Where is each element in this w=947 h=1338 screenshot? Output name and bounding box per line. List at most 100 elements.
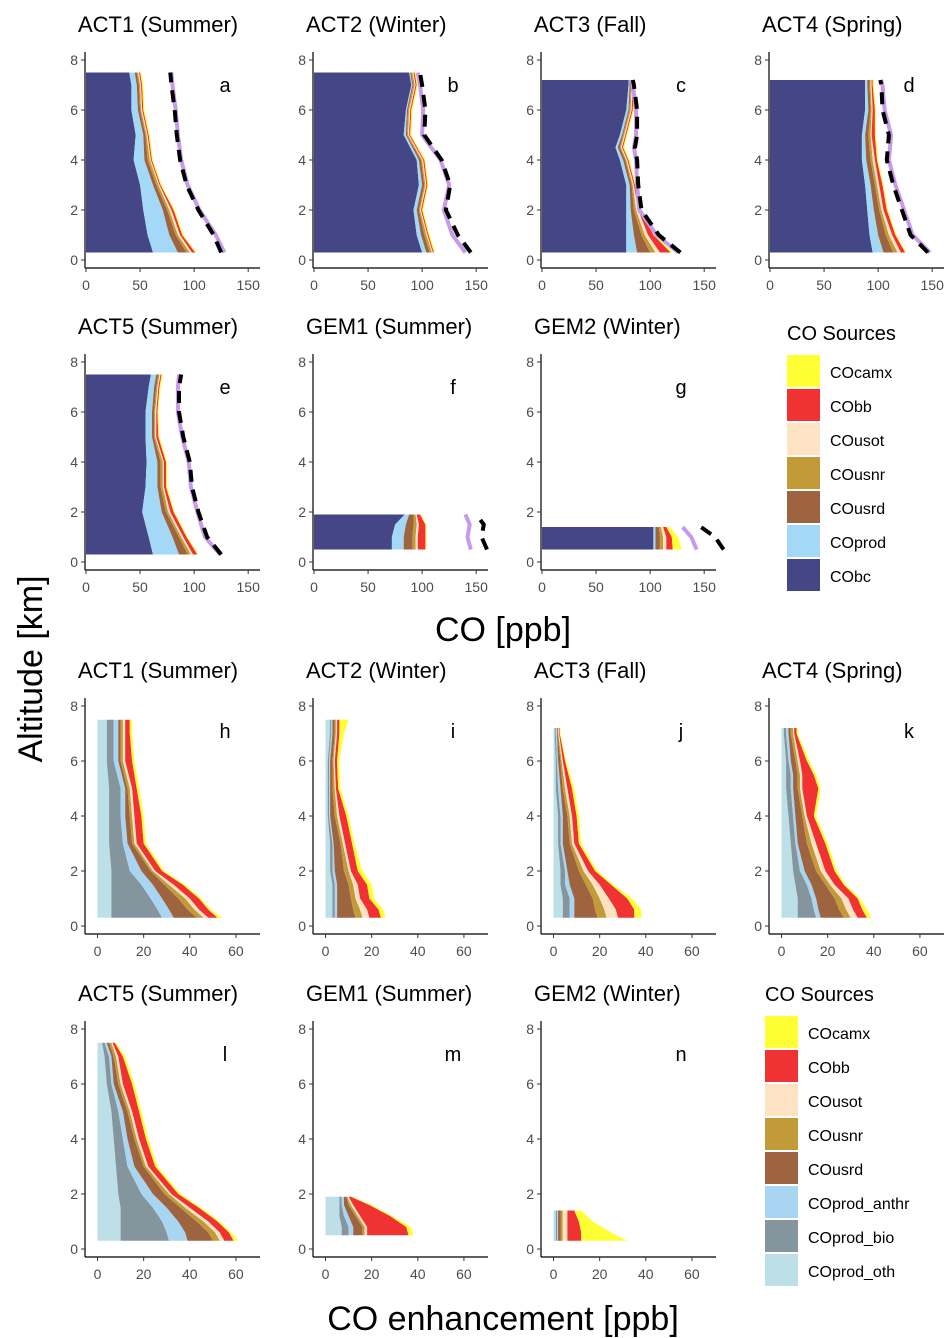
x-tick-label-b: 150 [465,277,489,293]
x-tick-label-i: 20 [364,943,380,959]
y-tick-label-f: 0 [298,554,306,570]
y-tick-label-k: 4 [754,808,762,824]
panel-h: 0 2 4 6 8 0 20 40 60 ACT1 (Summer) h [70,658,260,959]
model-line-g [681,525,699,551]
panel-i: 0 2 4 6 8 0 20 40 60 ACT2 (Winter) i [298,658,488,959]
legend-top: CO Sources COcamx CObb COusot COusnr COusrd C… [787,323,896,591]
x-tick-label-i: 40 [410,943,426,959]
y-tick-label-a: 6 [70,102,78,118]
panel-title-c: ACT3 (Fall) [534,12,646,37]
y-tick-label-g: 8 [526,354,534,370]
panel-c: 0 2 4 6 8 0 50 100 150 ACT3 (Fall) c [526,12,716,293]
legend-bottom-label-cousot: COusot [808,1094,863,1111]
area-m-coprod-oth [325,1196,342,1236]
panel-letter-g: g [675,377,686,399]
y-tick-label-f: 2 [298,504,306,520]
y-tick-label-m: 0 [298,1241,306,1257]
y-tick-label-b: 2 [298,202,306,218]
x-tick-label-b: 50 [360,277,376,293]
area-h-cousrd [118,719,197,918]
area-g-cobc [542,527,654,550]
area-e-cobb [156,374,198,555]
y-axis-title: Altitude [km] [12,575,50,762]
panel-letter-l: l [223,1044,227,1066]
area-i-cocamx [337,719,386,918]
x-tick-label-m: 0 [322,1266,330,1282]
y-tick-label-k: 8 [754,698,762,714]
x-axis-title-bottom: CO enhancement [ppb] [327,1300,679,1338]
x-tick-label-m: 40 [410,1266,426,1282]
observed-line-d [878,79,930,254]
observed-line-e [177,374,223,556]
y-tick-label-l: 2 [70,1186,78,1202]
y-tick-label-i: 4 [298,808,306,824]
observed-line-a [168,72,224,254]
panel-letter-k: k [904,721,915,743]
legend-bottom-swatch-cousot [765,1084,798,1116]
legend-bottom-swatch-cobb [765,1050,798,1082]
area-d-cousrd [865,80,894,253]
y-tick-label-c: 2 [526,202,534,218]
area-m-cousrd [344,1196,363,1236]
x-tick-label-l: 20 [136,1266,152,1282]
area-c-coprod [615,80,638,253]
x-tick-label-a: 50 [132,277,148,293]
panel-letter-h: h [219,721,230,743]
legend-top-label-cousnr: COusnr [830,467,886,484]
panel-title-n: GEM2 (Winter) [534,981,681,1006]
area-e-coprod [142,374,179,555]
panel-letter-f: f [450,377,456,399]
x-tick-label-g: 100 [638,579,662,595]
y-tick-label-n: 4 [526,1131,534,1147]
panel-a: 0 2 4 6 8 0 50 100 150 ACT1 (Summer) a [70,12,260,293]
area-l-coprod-bio [102,1042,169,1241]
y-tick-label-b: 6 [298,102,306,118]
legend-top-label-cobb: CObb [830,399,872,416]
area-i-cousot [333,719,370,918]
panel-title-b: ACT2 (Winter) [306,12,447,37]
legend-bottom-label-cousnr: COusnr [808,1128,864,1145]
y-tick-label-a: 2 [70,202,78,218]
area-j-cobb [559,728,635,918]
y-tick-label-i: 8 [298,698,306,714]
y-tick-label-h: 6 [70,753,78,769]
x-tick-label-f: 100 [410,579,434,595]
area-a-cobc [86,72,153,253]
legend-top-swatch-cobc [787,559,820,591]
panel-title-k: ACT4 (Spring) [762,658,903,683]
panel-m: 0 2 4 6 8 0 20 40 60 GEM1 (Summer) m [298,981,488,1282]
legend-top-title: CO Sources [787,323,896,345]
panels: 0 2 4 6 8 0 50 100 150 ACT1 (Summer) a 0 2 4 6 8 0 50 100 1… [70,12,944,1282]
area-l-cocamx [114,1042,239,1241]
x-tick-label-k: 0 [778,943,786,959]
legend-bottom-swatch-cousrd [765,1152,798,1184]
area-k-cousrd [788,728,844,918]
legend-top-label-cousot: COusot [830,433,885,450]
panel-title-a: ACT1 (Summer) [78,12,238,37]
panel-g: 0 2 4 6 8 0 50 100 150 GEM2 (Winter) g [526,314,726,595]
x-tick-label-j: 20 [592,943,608,959]
area-e-cocamx [157,374,199,555]
x-tick-label-j: 0 [550,943,558,959]
x-tick-label-k: 20 [820,943,836,959]
y-tick-label-c: 0 [526,252,534,268]
area-i-cobb [334,719,381,918]
x-tick-label-c: 150 [693,277,717,293]
y-tick-label-b: 8 [298,52,306,68]
x-tick-label-e: 150 [237,579,261,595]
area-d-cousnr [868,80,898,253]
area-n-cocamx [574,1210,628,1241]
x-tick-label-d: 0 [766,277,774,293]
legend-bottom-swatch-coprod-oth [765,1254,798,1286]
x-tick-label-a: 150 [237,277,261,293]
legend-top-swatch-coprod [787,525,820,557]
panel-title-i: ACT2 (Winter) [306,658,447,683]
legend-bottom-swatch-cousnr [765,1118,798,1150]
legend-bottom-swatch-coprod-anthr [765,1186,798,1218]
area-j-coprod-anthr [555,728,575,918]
panel-letter-c: c [676,75,686,97]
x-tick-label-k: 40 [866,943,882,959]
y-tick-label-i: 6 [298,753,306,769]
panel-b: 0 2 4 6 8 0 50 100 150 ACT2 (Winter) b [298,12,488,293]
legend-top-label-cousrd: COusrd [830,501,885,518]
